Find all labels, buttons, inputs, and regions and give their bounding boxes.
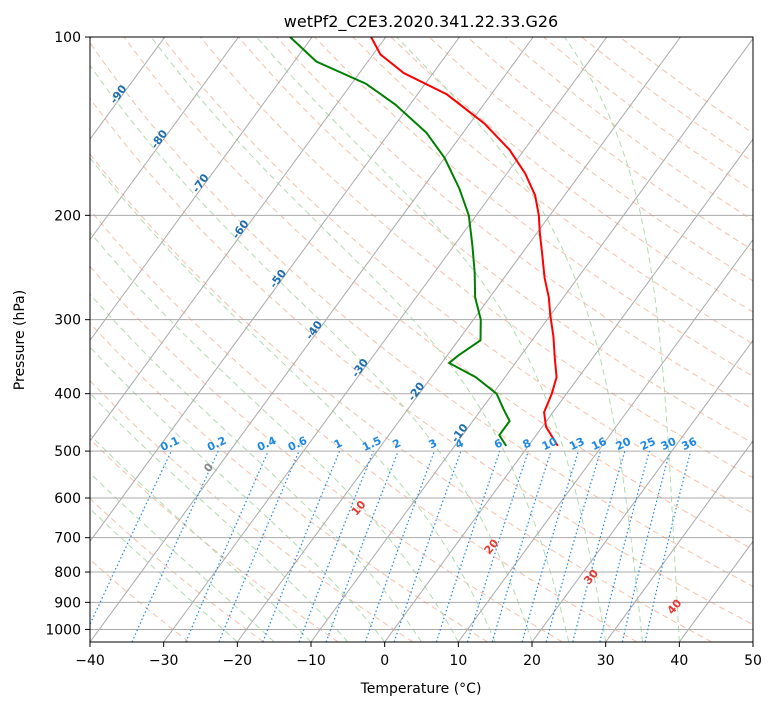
- isotherm-line: [310, 37, 753, 642]
- y-tick-label: 100: [54, 30, 81, 46]
- isotherm-line: [236, 37, 681, 642]
- dry-adiabat-line: [276, 37, 753, 410]
- dry-adiabat-line: [90, 209, 638, 642]
- dry-adiabat-line: [314, 37, 753, 377]
- y-tick-label: 400: [54, 387, 81, 403]
- moist-adiabat-line: [90, 508, 238, 642]
- moist-adiabat-line: [90, 157, 496, 642]
- x-tick-label: 10: [449, 653, 467, 669]
- mixing-ratio-line: [521, 450, 579, 642]
- y-tick-label: 500: [54, 444, 81, 460]
- isotherm-line: [90, 37, 534, 642]
- mixing-ratio-line: [545, 450, 602, 642]
- x-tick-label: −40: [75, 653, 105, 669]
- chart-title: wetPf2_C2E3.2020.341.22.33.G26: [284, 12, 558, 32]
- mixing-ratio-label: 36: [680, 435, 700, 453]
- mixing-ratio-line: [572, 450, 626, 642]
- mixing-ratio-line: [491, 450, 552, 642]
- dry-adiabat-line: [90, 97, 753, 626]
- dry-adiabat-line: [238, 37, 753, 444]
- y-tick-label: 800: [54, 565, 81, 581]
- moist-adiabat-line: [90, 346, 386, 642]
- temperature-profile-line: [370, 37, 559, 447]
- profile-series: [289, 37, 559, 447]
- x-tick-label: 40: [670, 653, 688, 669]
- x-tick-label: −20: [223, 653, 253, 669]
- mixing-ratio-line: [621, 450, 671, 642]
- dry-adiabat-line: [90, 265, 563, 642]
- mixing-ratio-line: [435, 450, 501, 642]
- axis-ticks: −40 −30 −20 −10 0 10 20 30 40 50 100 200 300 400 500 60…: [45, 30, 762, 669]
- dry-adiabat-line: [123, 37, 753, 550]
- mixing-ratio-label: 25: [638, 435, 657, 453]
- x-axis-title: Temperature (°C): [360, 681, 482, 697]
- moist-adiabat-line: [564, 37, 680, 642]
- plot-frame: [89, 36, 754, 643]
- moist-adiabat-line: [150, 37, 570, 642]
- mixing-ratio-label: 13: [567, 435, 586, 453]
- mixing-ratio-label: 16: [589, 435, 609, 453]
- x-tick-label: 30: [597, 653, 615, 669]
- moist-adiabat-line: [256, 37, 607, 642]
- y-tick-label: 1000: [45, 622, 81, 638]
- mixing-ratio-label: 20: [614, 435, 634, 453]
- y-tick-label: 600: [54, 491, 81, 507]
- mixing-ratio-line: [466, 450, 529, 642]
- dry-adiabat-line: [90, 41, 753, 588]
- mixing-ratio-line: [298, 450, 374, 642]
- moist-adiabat-line: [396, 37, 643, 642]
- mixing-ratio-line: [599, 450, 651, 642]
- isotherm-line: [605, 440, 753, 642]
- isotherm-line: [90, 37, 239, 241]
- moist-adiabat-line: [90, 472, 275, 642]
- mixing-ratio-line: [262, 450, 341, 642]
- dry-adiabat-line: [90, 153, 712, 642]
- mixing-ratio-line: [185, 450, 269, 642]
- y-tick-label: 300: [54, 313, 81, 329]
- y-axis-title: Pressure (hPa): [12, 290, 28, 390]
- x-tick-label: 20: [523, 653, 541, 669]
- y-tick-label: 200: [54, 208, 81, 224]
- moist-adiabat-line: [90, 392, 349, 642]
- isotherm-line: [531, 339, 753, 642]
- x-tick-label: 50: [744, 653, 762, 669]
- isotherm-line: [163, 37, 608, 642]
- dry-adiabat-line: [161, 37, 753, 514]
- isotherm-line: [90, 37, 166, 140]
- x-tick-label: −30: [149, 653, 179, 669]
- isotherm-line: [90, 37, 313, 342]
- mixing-ratio-line: [325, 450, 399, 642]
- moist-adiabat-line: [90, 64, 533, 642]
- x-tick-label: −10: [296, 653, 326, 669]
- mixing-ratio-line: [393, 450, 462, 642]
- mixing-ratio-label: 10: [540, 435, 560, 453]
- mixing-ratio-line: [644, 450, 692, 642]
- isotherm-line: [90, 37, 387, 442]
- x-tick-label: 0: [380, 653, 389, 669]
- mixing-ratio-line: [364, 450, 435, 642]
- y-tick-label: 700: [54, 531, 81, 547]
- plot-area: -100-90-80-70-60-50-40-30-20-100.10.20.4…: [90, 37, 753, 642]
- moist-adiabat-line: [90, 231, 459, 642]
- y-tick-label: 900: [54, 595, 81, 611]
- mixing-ratio-label: 30: [659, 435, 679, 453]
- dry-adiabat-line: [90, 322, 488, 642]
- dewpoint-profile-line: [289, 37, 511, 447]
- mixing-ratio-line: [218, 450, 300, 642]
- moist-adiabat-line: [90, 293, 422, 642]
- background-lines: [90, 37, 753, 642]
- isotherm-line: [384, 138, 753, 642]
- isotherm-line: [457, 238, 753, 642]
